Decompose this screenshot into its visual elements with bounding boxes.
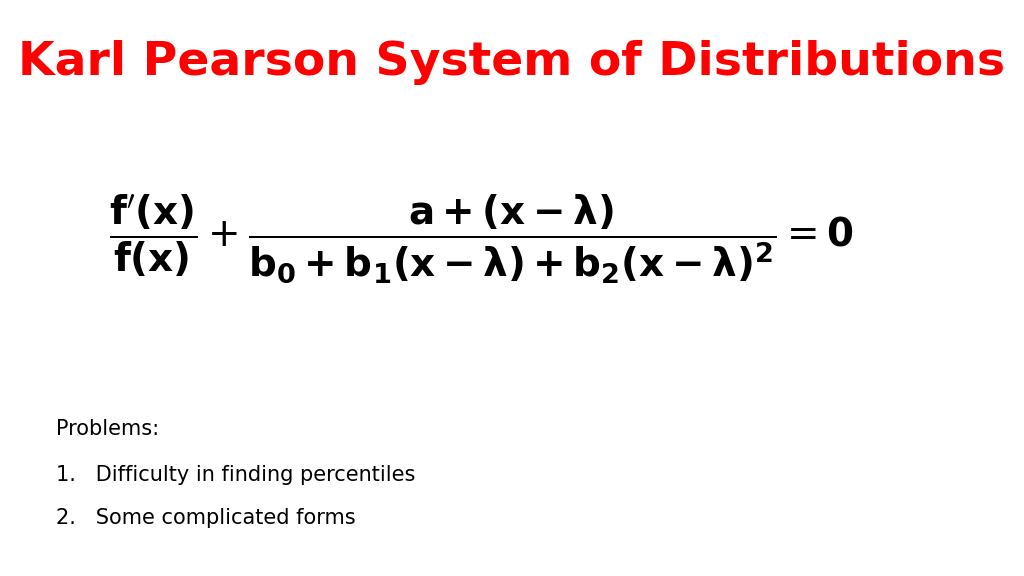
Text: Karl Pearson System of Distributions: Karl Pearson System of Distributions [18, 40, 1006, 85]
Text: Problems:: Problems: [56, 419, 160, 439]
Text: 1.   Difficulty in finding percentiles: 1. Difficulty in finding percentiles [56, 465, 416, 485]
Text: 2.   Some complicated forms: 2. Some complicated forms [56, 509, 356, 528]
Text: $\dfrac{\mathbf{f^{\prime}(x)}}{\mathbf{f(x)}} + \dfrac{\mathbf{a+(x-\lambda)}}{: $\dfrac{\mathbf{f^{\prime}(x)}}{\mathbf{… [109, 193, 854, 285]
